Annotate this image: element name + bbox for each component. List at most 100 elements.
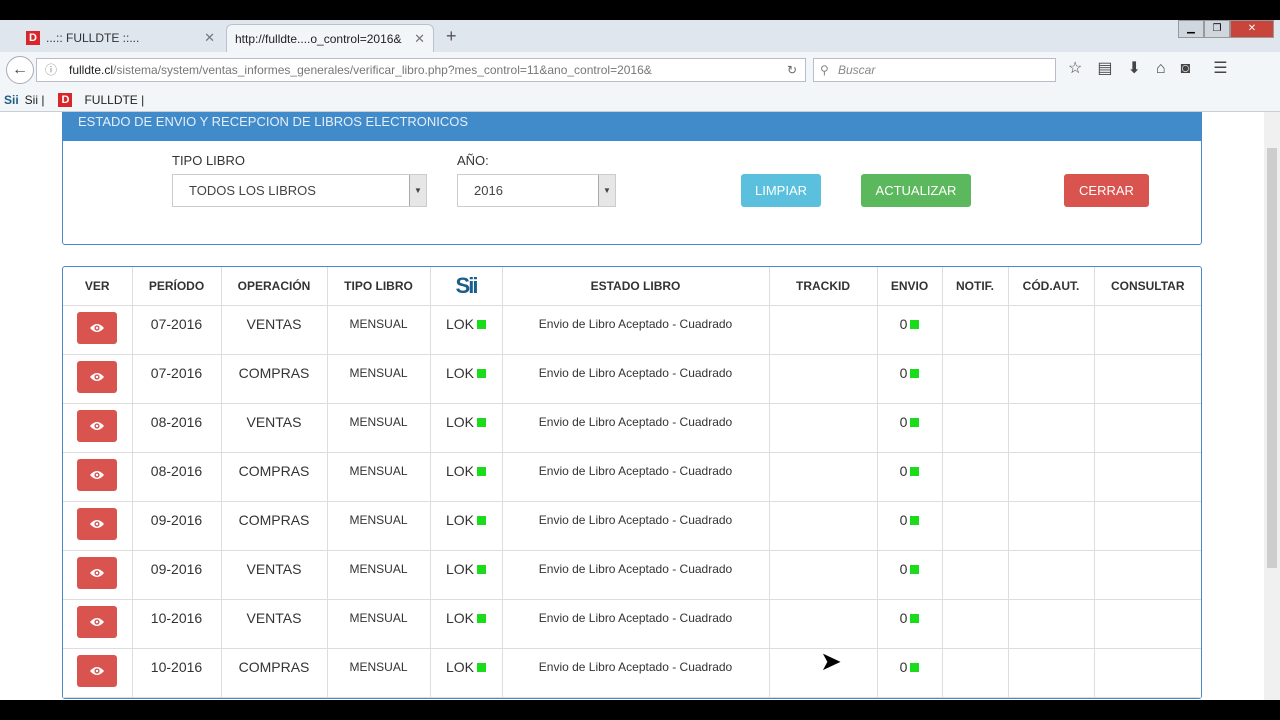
sii-cell: LOK	[430, 354, 503, 404]
consultar-cell	[1094, 452, 1201, 502]
periodo-cell: 07-2016	[132, 305, 222, 355]
column-header: VER	[63, 267, 133, 306]
minimize-button[interactable]: ▁	[1178, 20, 1204, 38]
view-eye-button[interactable]	[77, 458, 118, 491]
view-eye-button[interactable]	[77, 409, 118, 442]
table-row: 10-2016 COMPRAS MENSUAL LOK Envio de Libro A…	[63, 648, 1201, 698]
menu-icon[interactable]: ☰	[1213, 60, 1228, 77]
bottom-bar	[0, 700, 1280, 720]
status-ok-icon	[477, 662, 486, 672]
bookmarks-bar: Sii Sii | D FULLDTE |	[0, 88, 1280, 112]
anio-label: AÑO:	[457, 153, 489, 168]
search-input[interactable]: ⚲ Buscar	[813, 58, 1056, 82]
pocket-icon[interactable]: ◙	[1180, 60, 1191, 77]
eye-icon	[89, 665, 105, 677]
close-window-button[interactable]: ✕	[1230, 20, 1274, 38]
header-row: VER PERÍODO OPERACIÓN TIPO LIBRO Sii ESTADO L…	[63, 267, 1201, 306]
trackid-cell	[769, 501, 878, 551]
home-icon[interactable]: ⌂	[1155, 60, 1166, 77]
page-content: ESTADO DE ENVIO Y RECEPCION DE LIBROS EL…	[0, 112, 1264, 700]
nav-bar: ← ⓘ fulldte.cl/sistema/system/ventas_info…	[0, 52, 1280, 88]
bookmark-sii[interactable]: Sii |	[24, 92, 45, 107]
tipo-libro-select[interactable]: TODOS LOS LIBROS ▼	[172, 174, 427, 207]
periodo-cell: 10-2016	[132, 599, 222, 649]
status-ok-icon	[477, 515, 486, 525]
download-icon[interactable]: ⬇	[1127, 60, 1141, 77]
back-button[interactable]: ←	[6, 56, 34, 84]
estado-cell: Envio de Libro Aceptado - Cuadrado	[502, 403, 770, 453]
anio-select[interactable]: 2016 ▼	[457, 174, 616, 207]
close-tab-icon[interactable]: ✕	[414, 30, 425, 46]
view-eye-button[interactable]	[77, 311, 118, 344]
actualizar-button[interactable]: ACTUALIZAR	[861, 174, 971, 207]
libros-table: VER PERÍODO OPERACIÓN TIPO LIBRO Sii ESTADO L…	[62, 266, 1202, 699]
sii-logo-icon: Sii	[455, 272, 479, 298]
status-ok-icon	[477, 613, 486, 623]
estado-cell: Envio de Libro Aceptado - Cuadrado	[502, 452, 770, 502]
column-header: PERÍODO	[132, 267, 222, 306]
column-header: ENVIO	[877, 267, 943, 306]
view-eye-button[interactable]	[77, 360, 118, 393]
status-ok-icon	[910, 515, 920, 525]
limpiar-button[interactable]: LIMPIAR	[741, 174, 821, 207]
tab-active[interactable]: http://fulldte....o_control=2016& ✕	[226, 24, 434, 52]
periodo-cell: 08-2016	[132, 403, 222, 453]
bookmark-fulldte[interactable]: FULLDTE |	[84, 92, 145, 107]
view-eye-button[interactable]	[77, 556, 118, 589]
eye-icon	[89, 567, 105, 579]
table-row: 09-2016 VENTAS MENSUAL LOK Envio de Libro Ac…	[63, 550, 1201, 600]
tipo-cell: MENSUAL	[327, 599, 431, 649]
status-ok-icon	[910, 319, 920, 329]
tab-label: ...:: FULLDTE ::...	[46, 31, 140, 45]
chevron-down-icon: ▼	[409, 175, 426, 206]
trackid-cell	[769, 452, 878, 502]
sii-cell: LOK	[430, 501, 503, 551]
tab-fulldte[interactable]: D ...:: FULLDTE ::... ✕	[18, 24, 223, 52]
sii-logo-icon: Sii	[4, 92, 19, 107]
sii-status: LOK	[445, 511, 474, 528]
table-row: 10-2016 VENTAS MENSUAL LOK Envio de Libro Ac…	[63, 599, 1201, 649]
url-domain: fulldte.cl	[69, 63, 114, 77]
page-scrollbar[interactable]	[1264, 112, 1280, 700]
view-eye-button[interactable]	[77, 654, 118, 687]
cod-aut-cell	[1008, 501, 1095, 551]
view-eye-button[interactable]	[77, 507, 118, 540]
sii-status: LOK	[445, 413, 474, 430]
ver-cell	[63, 599, 133, 649]
consultar-cell	[1094, 354, 1201, 404]
envio-cell: 0	[877, 599, 943, 649]
cod-aut-cell	[1008, 648, 1095, 698]
fulldte-favicon-icon: D	[58, 92, 73, 107]
maximize-button[interactable]: ❐	[1204, 20, 1230, 38]
trackid-cell	[769, 599, 878, 649]
status-ok-icon	[477, 466, 486, 476]
envio-value: 0	[899, 609, 908, 626]
estado-cell: Envio de Libro Aceptado - Cuadrado	[502, 305, 770, 355]
periodo-cell: 08-2016	[132, 452, 222, 502]
consultar-cell	[1094, 501, 1201, 551]
new-tab-button[interactable]: +	[446, 26, 457, 46]
cerrar-button[interactable]: CERRAR	[1064, 174, 1149, 207]
sii-status: LOK	[445, 560, 474, 577]
cod-aut-cell	[1008, 305, 1095, 355]
ver-cell	[63, 550, 133, 600]
cod-aut-cell	[1008, 354, 1095, 404]
scrollbar-thumb[interactable]	[1267, 148, 1277, 568]
tipo-libro-label: TIPO LIBRO	[172, 153, 245, 168]
operacion-cell: VENTAS	[221, 550, 328, 600]
panel-title: ESTADO DE ENVIO Y RECEPCION DE LIBROS EL…	[63, 112, 1201, 141]
ver-cell	[63, 501, 133, 551]
periodo-cell: 10-2016	[132, 648, 222, 698]
url-bar[interactable]: ⓘ fulldte.cl/sistema/system/ventas_inform…	[36, 58, 806, 82]
info-icon[interactable]: ⓘ	[45, 63, 58, 77]
reload-icon[interactable]: ↻	[786, 63, 797, 77]
sii-cell: LOK	[430, 599, 503, 649]
estado-cell: Envio de Libro Aceptado - Cuadrado	[502, 599, 770, 649]
view-eye-button[interactable]	[77, 605, 118, 638]
search-icon: ⚲	[820, 63, 829, 77]
bookmark-star-icon[interactable]: ☆	[1068, 60, 1083, 77]
close-tab-icon[interactable]: ✕	[204, 30, 215, 45]
trackid-cell	[769, 354, 878, 404]
ver-cell	[63, 354, 133, 404]
reading-list-icon[interactable]: ▤	[1097, 60, 1113, 77]
